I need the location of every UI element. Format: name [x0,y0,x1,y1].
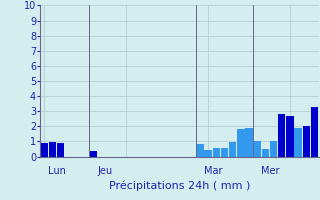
Text: Lun: Lun [48,166,66,176]
Text: Précipitations 24h ( mm ): Précipitations 24h ( mm ) [109,181,250,191]
Bar [262,149,269,157]
Bar [245,128,253,157]
Bar [286,116,294,157]
Bar [90,151,97,157]
Bar [278,114,285,157]
Bar [253,141,261,157]
Bar [204,150,212,157]
Bar [270,141,277,157]
Text: Mer: Mer [261,166,280,176]
Bar [294,128,302,157]
Bar [237,129,244,157]
Bar [303,126,310,157]
Bar [49,142,56,157]
Bar [229,142,236,157]
Bar [212,148,220,157]
Bar [41,143,48,157]
Bar [221,148,228,157]
Bar [196,144,204,157]
Bar [57,143,64,157]
Bar [311,107,318,157]
Text: Mar: Mar [204,166,222,176]
Text: Jeu: Jeu [98,166,113,176]
